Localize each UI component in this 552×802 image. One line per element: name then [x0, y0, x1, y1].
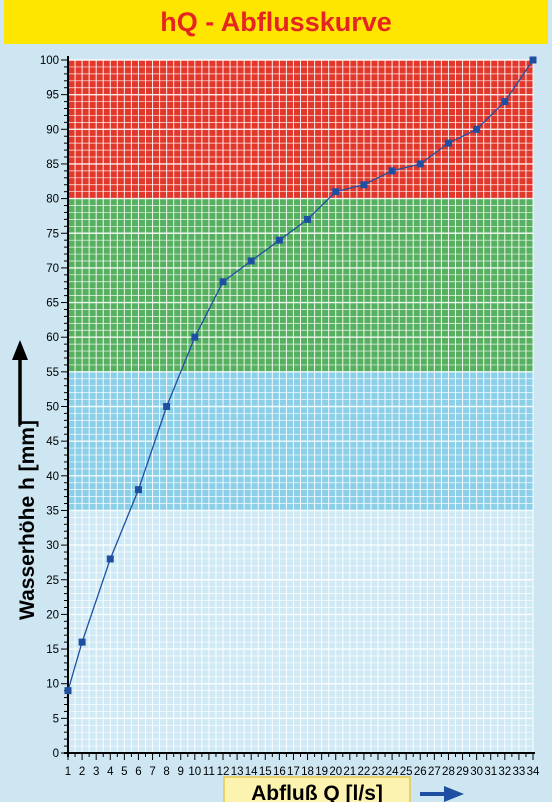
y-axis-title-group: Wasserhöhe h [mm]: [12, 340, 39, 620]
data-point: [191, 333, 199, 341]
y-tick-label: 80: [46, 194, 59, 206]
y-tick-label: 10: [46, 679, 59, 691]
data-point: [501, 98, 509, 106]
x-tick-label: 20: [329, 766, 342, 778]
y-tick-label: 85: [46, 159, 59, 171]
axes-layer: [61, 56, 535, 760]
x-tick-label: 3: [93, 766, 99, 778]
series-line: [67, 59, 534, 691]
x-tick-label: 30: [470, 766, 483, 778]
chart-title: hQ - Abflusskurve: [160, 7, 392, 37]
grid-layer: [67, 59, 534, 754]
data-point: [163, 403, 171, 410]
data-point: [247, 257, 255, 265]
x-tick-label: 5: [121, 766, 127, 778]
y-tick-label: 45: [46, 436, 59, 448]
data-point: [275, 236, 283, 244]
data-point: [332, 188, 340, 196]
y-tick-label: 30: [46, 540, 59, 552]
y-tick-label: 100: [40, 55, 59, 67]
y-tick-label: 90: [46, 124, 59, 136]
y-arrow-icon: [12, 340, 28, 360]
x-tick-label: 19: [315, 766, 328, 778]
x-tick-label: 32: [498, 766, 511, 778]
data-point: [78, 638, 86, 646]
data-point: [388, 167, 396, 175]
data-point: [360, 181, 368, 189]
y-tick-label: 0: [53, 748, 59, 760]
tick-labels-layer: 0510152025303540455055606570758085909510…: [40, 55, 540, 778]
data-point: [444, 139, 452, 147]
x-tick-label: 2: [79, 766, 85, 778]
data-point: [473, 125, 481, 133]
x-tick-label: 25: [400, 766, 413, 778]
series-layer: [64, 56, 537, 695]
y-tick-label: 40: [46, 471, 59, 483]
x-tick-label: 33: [513, 766, 526, 778]
y-tick-label: 65: [46, 298, 59, 310]
x-tick-label: 15: [259, 766, 272, 778]
x-tick-label: 12: [217, 766, 230, 778]
x-tick-label: 7: [149, 766, 155, 778]
x-axis-title-box: [223, 776, 411, 802]
x-tick-label: 18: [301, 766, 314, 778]
y-axis-title: Wasserhöhe h [mm]: [16, 420, 39, 620]
x-tick-label: 13: [231, 766, 244, 778]
data-point: [304, 215, 312, 223]
x-tick-label: 4: [107, 766, 114, 778]
y-tick-label: 55: [46, 367, 59, 379]
x-arrow-icon: [444, 786, 464, 802]
x-tick-label: 27: [428, 766, 441, 778]
y-tick-label: 25: [46, 575, 59, 587]
x-tick-label: 10: [188, 766, 201, 778]
x-tick-label: 16: [273, 766, 286, 778]
x-tick-label: 22: [358, 766, 371, 778]
x-tick-label: 21: [343, 766, 356, 778]
data-point: [134, 486, 142, 494]
x-tick-label: 6: [135, 766, 141, 778]
y-tick-label: 5: [53, 713, 59, 725]
x-tick-label: 9: [178, 766, 184, 778]
y-tick-label: 95: [46, 90, 59, 102]
x-tick-label: 17: [287, 766, 300, 778]
y-tick-label: 75: [46, 228, 59, 240]
data-point: [219, 278, 227, 286]
y-tick-label: 70: [46, 263, 59, 275]
data-point: [64, 687, 72, 695]
y-tick-label: 60: [46, 332, 59, 344]
y-tick-label: 35: [46, 505, 59, 517]
data-point: [416, 160, 424, 168]
x-tick-label: 28: [442, 766, 455, 778]
x-tick-label: 26: [414, 766, 427, 778]
x-tick-label: 29: [456, 766, 469, 778]
title-banner: [4, 0, 548, 44]
x-tick-label: 24: [386, 766, 399, 778]
x-axis-title: Abfluß Q [l/s]: [251, 782, 383, 802]
data-point: [529, 56, 537, 64]
x-tick-label: 31: [484, 766, 497, 778]
x-tick-label: 8: [163, 766, 169, 778]
x-tick-label: 14: [245, 766, 258, 778]
data-point: [106, 555, 114, 563]
x-tick-label: 34: [527, 766, 540, 778]
x-tick-label: 1: [65, 766, 71, 778]
y-tick-label: 15: [46, 644, 59, 656]
x-tick-label: 23: [372, 766, 385, 778]
x-tick-label: 11: [203, 766, 215, 778]
y-tick-label: 50: [46, 402, 59, 414]
y-tick-label: 20: [46, 609, 59, 621]
